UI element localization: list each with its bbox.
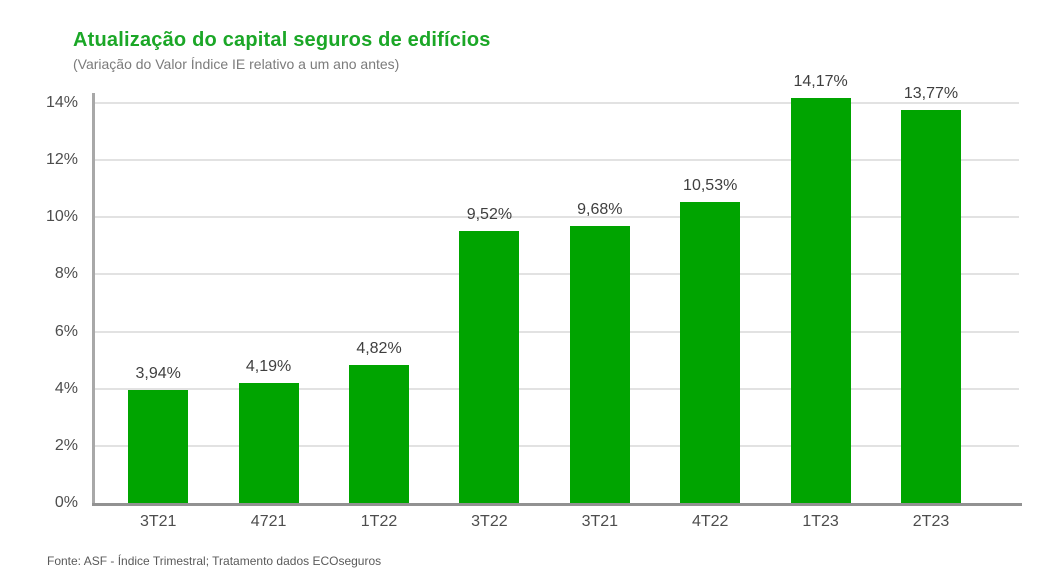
gridline (95, 387, 1019, 390)
bar-value-label: 4,19% (245, 358, 292, 376)
gridline (95, 444, 1019, 447)
x-tick-label: 2T23 (912, 513, 950, 530)
y-tick-label: 0% (54, 494, 78, 511)
bar (128, 390, 189, 503)
bar (459, 231, 520, 503)
x-tick-label: 3T21 (581, 513, 619, 530)
bar (790, 98, 851, 503)
bar-value-label: 13,77% (903, 84, 959, 102)
gridline (95, 216, 1019, 219)
bar-value-label: 14,17% (793, 73, 848, 91)
x-tick-label: 1T22 (360, 513, 398, 530)
gridline (95, 159, 1019, 162)
bar-value-label: 9,52% (466, 206, 513, 223)
y-tick-label: 12% (45, 151, 78, 169)
bar (901, 109, 961, 503)
bar-value-label: 3,94% (135, 365, 181, 383)
bar-value-label: 9,68% (577, 201, 623, 219)
x-tick-label: 4T22 (691, 513, 729, 530)
y-tick-label: 8% (54, 265, 78, 283)
bar (569, 226, 630, 503)
y-tick-label: 4% (54, 379, 78, 397)
bar (349, 365, 409, 503)
x-tick-label: 4721 (250, 513, 287, 530)
y-tick-label: 10% (45, 208, 78, 226)
y-tick-label: 14% (45, 94, 78, 111)
bar (680, 202, 741, 503)
gridline (95, 330, 1019, 333)
bar-value-label: 4,82% (356, 340, 402, 358)
gridline (95, 273, 1019, 276)
x-axis-line (92, 503, 1022, 506)
plot-area: 0% 2% 4% 6% 8% 10% 12% 14% 3,94% 3T21 4,19% 4721 4,8… (46, 73, 1022, 530)
chart-subtitle: (Variação do Valor Índice IE relativo a … (73, 56, 400, 72)
chart-title: Atualização do capital seguros de edifíc… (73, 29, 491, 51)
y-tick-label: 6% (54, 322, 78, 340)
bar-value-label: 10,53% (683, 177, 738, 195)
gridline (95, 102, 1019, 104)
y-axis-line (92, 93, 95, 506)
x-tick-label: 1T23 (802, 513, 839, 530)
y-tick-label: 2% (54, 436, 78, 454)
x-tick-label: 3T22 (471, 513, 508, 530)
bar (238, 383, 299, 503)
source-note: Fonte: ASF - Índice Trimestral; Tratamen… (47, 554, 382, 568)
x-tick-label: 3T21 (139, 513, 177, 530)
